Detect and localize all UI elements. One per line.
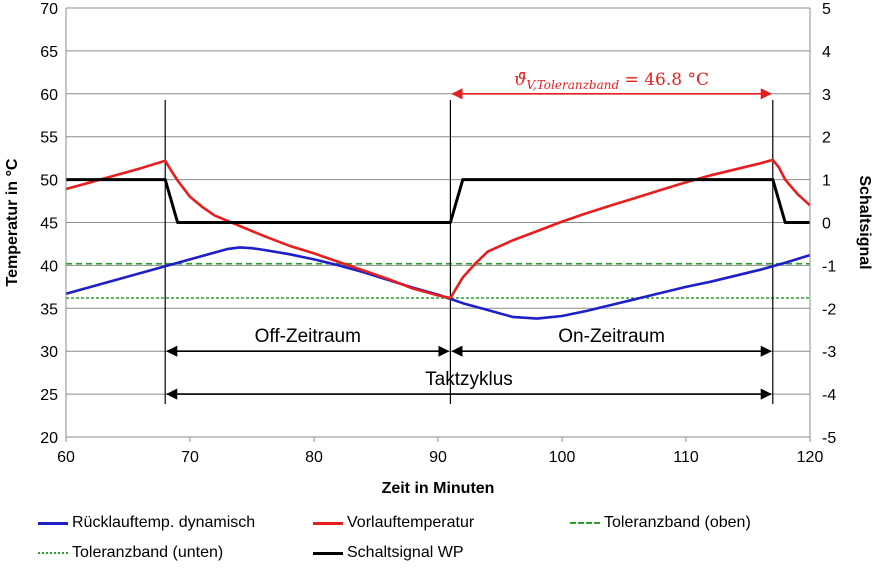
x-tick-label: 60 xyxy=(57,449,75,466)
y-tick-label: 45 xyxy=(40,216,58,233)
x-tick-label: 110 xyxy=(673,449,699,466)
x-tick-label: 90 xyxy=(429,449,447,466)
y-tick-label: 50 xyxy=(40,173,58,190)
y-tick-label: 70 xyxy=(40,1,58,18)
annotation-label-0: Off-Zeitraum xyxy=(255,326,361,347)
legend-item-vorlauf: Vorlauftemperatur xyxy=(313,514,474,532)
x-axis-title: Zeit in Minuten xyxy=(382,480,495,497)
legend-swatch-toleranz-unten xyxy=(38,552,68,554)
y2-tick-label: 4 xyxy=(822,44,831,61)
legend-label-vorlauf: Vorlauftemperatur xyxy=(347,514,475,531)
annotation-label-2: Taktzyklus xyxy=(425,369,513,390)
y-tick-label: 20 xyxy=(40,430,58,447)
annotation-mean-temperature: ϑ̄V,Toleranzband = 46.8 °C xyxy=(514,70,709,92)
y-axis-title: Temperatur in °C xyxy=(4,158,21,286)
legend-item-toleranz-unten: Toleranzband (unten) xyxy=(38,544,223,562)
cycle-boundaries xyxy=(164,100,774,404)
annotation-value: = 46.8 °C xyxy=(619,70,709,90)
legend-item-toleranz-oben: Toleranzband (oben) xyxy=(570,514,751,532)
legend-swatch-schaltsignal xyxy=(313,551,343,555)
legend-item-ruecklauf: Rücklauftemp. dynamisch xyxy=(38,514,255,532)
legend-label-toleranz-oben: Toleranzband (oben) xyxy=(604,514,751,531)
y-tick-label: 40 xyxy=(40,258,58,275)
x-tick-label: 80 xyxy=(305,449,323,466)
legend-swatch-toleranz-oben xyxy=(570,522,600,524)
y-tick-label: 55 xyxy=(40,130,58,147)
y2-axis-title: Schaltsignal xyxy=(856,175,872,269)
legend: Rücklauftemp. dynamisch Vorlauftemperatu… xyxy=(38,514,868,568)
y-tick-label: 65 xyxy=(40,44,58,61)
series-line-1 xyxy=(65,158,811,300)
y2-tick-label: -2 xyxy=(822,301,836,318)
y2-tick-label: -5 xyxy=(822,430,836,447)
series-line-4 xyxy=(66,178,810,224)
legend-swatch-vorlauf xyxy=(313,521,343,525)
y2-tick-label: 3 xyxy=(822,87,831,104)
legend-label-ruecklauf: Rücklauftemp. dynamisch xyxy=(72,514,256,531)
y2-tick-label: -3 xyxy=(822,344,836,361)
axes: 2025303540455055606570-5-4-3-2-101234560… xyxy=(4,1,872,497)
tolerance-bands xyxy=(66,262,810,299)
legend-label-schaltsignal: Schaltsignal WP xyxy=(347,544,464,561)
series-lines xyxy=(65,158,811,320)
y-tick-label: 35 xyxy=(40,301,58,318)
annotations: Off-Zeitraum On-Zeitraum Taktzyklus ϑ̄V,Tol… xyxy=(166,70,772,400)
legend-item-schaltsignal: Schaltsignal WP xyxy=(313,544,464,562)
y2-tick-label: 0 xyxy=(822,216,831,233)
y2-tick-label: -1 xyxy=(822,258,836,275)
y2-tick-label: 2 xyxy=(822,130,831,147)
annotation-subscript: V,Toleranzband xyxy=(526,78,619,92)
annotation-symbol: ϑ̄ xyxy=(514,70,526,90)
y-tick-label: 60 xyxy=(40,87,58,104)
x-tick-label: 120 xyxy=(797,449,824,466)
x-tick-label: 70 xyxy=(181,449,199,466)
annotation-label-1: On-Zeitraum xyxy=(558,326,665,347)
x-tick-label: 100 xyxy=(549,449,576,466)
legend-swatch-ruecklauf xyxy=(38,521,68,525)
y2-tick-label: 1 xyxy=(822,173,831,190)
y2-tick-label: -4 xyxy=(822,387,836,404)
legend-label-toleranz-unten: Toleranzband (unten) xyxy=(72,544,224,561)
chart-svg: Off-Zeitraum On-Zeitraum Taktzyklus ϑ̄V,Tol… xyxy=(4,1,872,497)
y-tick-label: 30 xyxy=(40,344,58,361)
y-tick-label: 25 xyxy=(40,387,58,404)
y2-tick-label: 5 xyxy=(822,1,831,18)
